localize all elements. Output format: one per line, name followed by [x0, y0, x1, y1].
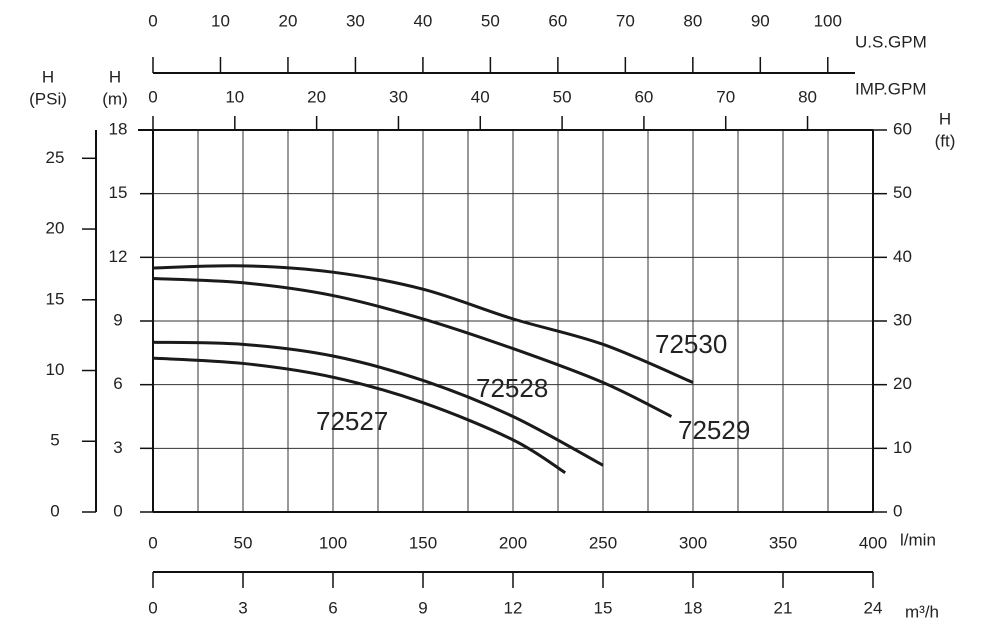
- x-tick-label: 9: [418, 598, 427, 617]
- x-tick-label: 250: [589, 533, 617, 552]
- x-tick-label: 20: [278, 11, 297, 30]
- y-axis-label: H: [42, 67, 54, 86]
- y-tick-label: 40: [893, 247, 912, 266]
- pump-curve: [152, 264, 694, 384]
- x-tick-label: 21: [774, 598, 793, 617]
- y-axis-label: H: [109, 67, 121, 86]
- y-axis-label: (PSi): [29, 89, 67, 108]
- x-tick-label: 50: [481, 11, 500, 30]
- x-tick-label: 6: [328, 598, 337, 617]
- x-tick-label: 60: [548, 11, 567, 30]
- x-tick-label: 10: [225, 87, 244, 106]
- x-tick-label: 60: [634, 87, 653, 106]
- x-tick-label: 20: [307, 87, 326, 106]
- x-tick-label: 0: [148, 598, 157, 617]
- x-tick-label: 15: [594, 598, 613, 617]
- x-tick-label: 10: [211, 11, 230, 30]
- y-tick-label: 50: [893, 183, 912, 202]
- y-tick-label: 3: [113, 438, 122, 457]
- x-tick-label: 30: [389, 87, 408, 106]
- y-tick-label: 12: [109, 247, 128, 266]
- y-tick-label: 25: [46, 148, 65, 167]
- series-label: 72527: [316, 406, 388, 436]
- pump-curve: [152, 340, 604, 467]
- x-axis-label: m³/h: [905, 602, 939, 621]
- y-tick-label: 15: [46, 289, 65, 308]
- x-tick-label: 40: [413, 11, 432, 30]
- x-axis-label: l/min: [900, 530, 936, 549]
- x-axis-label: IMP.GPM: [855, 79, 926, 98]
- x-tick-label: 50: [553, 87, 572, 106]
- y-tick-label: 5: [50, 431, 59, 450]
- x-tick-label: 18: [684, 598, 703, 617]
- series-label: 72528: [476, 373, 548, 403]
- x-tick-label: 150: [409, 533, 437, 552]
- y-axis-label: H: [939, 109, 951, 128]
- y-tick-label: 20: [893, 374, 912, 393]
- y-tick-label: 15: [109, 183, 128, 202]
- y-tick-label: 10: [893, 438, 912, 457]
- x-tick-label: 100: [814, 11, 842, 30]
- x-tick-label: 70: [616, 11, 635, 30]
- x-tick-label: 80: [798, 87, 817, 106]
- x-tick-label: 200: [499, 533, 527, 552]
- y-tick-label: 0: [50, 501, 59, 520]
- y-axis-label: (m): [102, 89, 127, 108]
- x-tick-label: 0: [148, 87, 157, 106]
- series-label: 72530: [655, 329, 727, 359]
- x-tick-label: 40: [471, 87, 490, 106]
- x-tick-label: 350: [769, 533, 797, 552]
- x-tick-label: 400: [859, 533, 887, 552]
- x-tick-label: 100: [319, 533, 347, 552]
- y-tick-label: 6: [113, 374, 122, 393]
- x-tick-label: 0: [148, 533, 157, 552]
- x-tick-label: 90: [751, 11, 770, 30]
- pump-curve: [152, 356, 567, 475]
- series-label: 72529: [678, 415, 750, 445]
- pump-curve: [152, 277, 673, 418]
- y-tick-label: 0: [893, 501, 902, 520]
- y-tick-label: 0: [113, 501, 122, 520]
- y-tick-label: 10: [46, 360, 65, 379]
- x-tick-label: 30: [346, 11, 365, 30]
- x-tick-label: 24: [864, 598, 883, 617]
- y-tick-label: 30: [893, 310, 912, 329]
- y-axis-label: (ft): [935, 131, 956, 150]
- x-tick-label: 80: [683, 11, 702, 30]
- y-tick-label: 60: [893, 119, 912, 138]
- x-tick-label: 0: [148, 11, 157, 30]
- x-tick-label: 300: [679, 533, 707, 552]
- x-tick-label: 70: [716, 87, 735, 106]
- y-tick-label: 9: [113, 310, 122, 329]
- x-axis-label: U.S.GPM: [855, 32, 927, 51]
- x-tick-label: 50: [234, 533, 253, 552]
- y-tick-label: 20: [46, 219, 65, 238]
- x-tick-label: 3: [238, 598, 247, 617]
- x-tick-label: 12: [504, 598, 523, 617]
- y-tick-label: 18: [109, 119, 128, 138]
